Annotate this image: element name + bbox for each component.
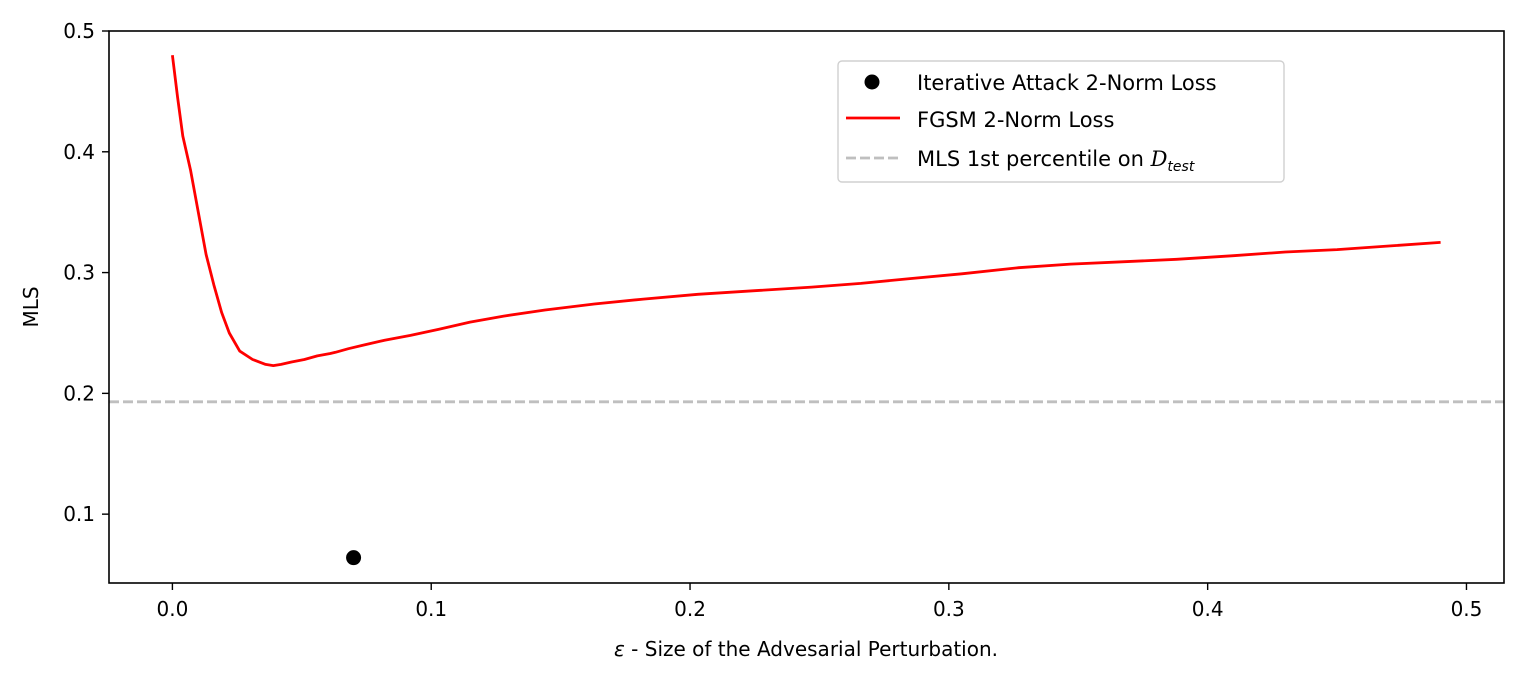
x-tick-label: 0.2 [674,597,706,621]
series-line-fgsm-2-norm-loss [171,55,1441,368]
y-axis-label: MLS [19,286,43,327]
y-tick-label: 0.1 [63,502,95,526]
plot-area: 0.0 0.1 0.2 0.3 0.4 0.5 0.1 0.2 0.3 0.4 0.5 [63,19,1505,621]
y-tick-label: 0.4 [63,140,95,164]
x-tick-label: 0.5 [1451,597,1483,621]
legend-label-fgsm: FGSM 2-Norm Loss [917,108,1114,132]
x-axis-label: ε - Size of the Advesarial Perturbation. [614,637,998,661]
axes-frame [108,30,1505,584]
scatter-point-iterative-attack-2-norm-loss [346,550,362,566]
series-layer [109,55,1504,566]
x-axis-ticks: 0.0 0.1 0.2 0.3 0.4 0.5 [157,583,1483,621]
y-tick-label: 0.2 [63,381,95,405]
legend-marker-iterative-attack [864,74,880,90]
legend: Iterative Attack 2-Norm Loss FGSM 2-Norm… [837,60,1285,183]
legend-label-iterative-attack: Iterative Attack 2-Norm Loss [917,71,1217,95]
legend-label-percentile: MLS 1st percentile on Dtest [917,147,1195,175]
x-tick-label: 0.3 [933,597,965,621]
y-tick-label: 0.3 [63,261,95,285]
y-axis-ticks: 0.1 0.2 0.3 0.4 0.5 [63,19,109,526]
x-tick-label: 0.0 [157,597,189,621]
legend-box [837,60,1285,183]
x-tick-label: 0.4 [1192,597,1224,621]
x-tick-label: 0.1 [415,597,447,621]
y-tick-label: 0.5 [63,19,95,43]
